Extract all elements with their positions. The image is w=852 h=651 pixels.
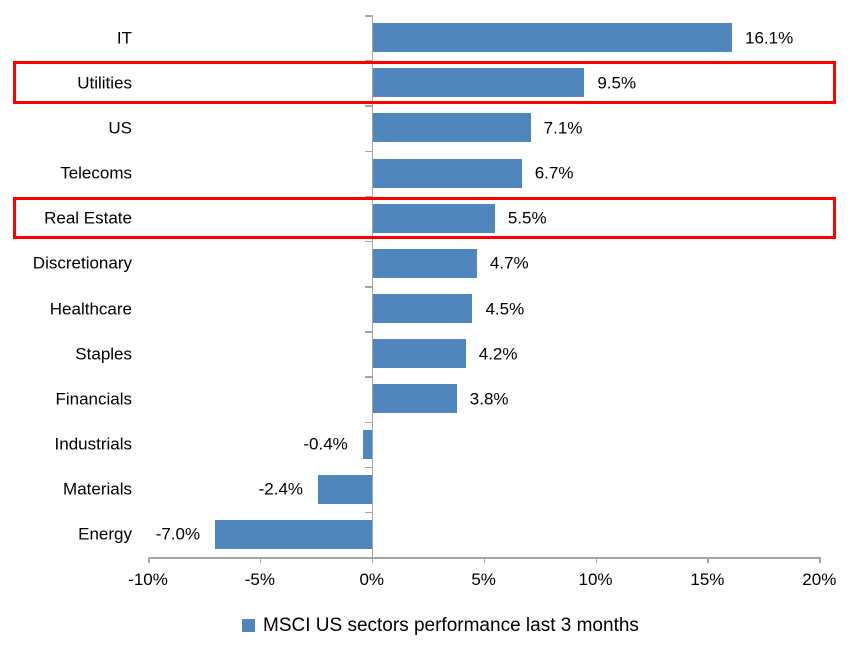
legend: MSCI US sectors performance last 3 month… xyxy=(242,611,639,639)
x-tick-label: 15% xyxy=(690,570,725,589)
category-label: Real Estate xyxy=(44,208,132,228)
zero-axis-line xyxy=(371,15,374,557)
category-label: Materials xyxy=(63,479,132,499)
bar xyxy=(371,384,457,414)
value-label: 5.5% xyxy=(507,208,547,228)
x-tick-label: -10% xyxy=(128,570,168,589)
x-tick-label: 0% xyxy=(359,570,385,589)
category-label: Healthcare xyxy=(49,299,132,319)
category-label: Staples xyxy=(75,344,132,364)
bar xyxy=(215,519,372,549)
category-boundary-tick xyxy=(364,240,372,243)
value-label: 7.1% xyxy=(543,118,583,138)
bar xyxy=(318,474,372,504)
bar xyxy=(371,23,733,53)
x-tick-label: 10% xyxy=(578,570,613,589)
category-boundary-tick xyxy=(364,150,372,152)
category-boundary-tick xyxy=(364,105,372,107)
category-label: Financials xyxy=(55,389,132,409)
x-tick-label: 20% xyxy=(802,570,837,589)
value-label: 4.2% xyxy=(478,344,518,364)
bar xyxy=(371,339,466,369)
value-label: 4.7% xyxy=(489,253,529,273)
category-boundary-tick xyxy=(364,15,372,17)
x-tick-label: -5% xyxy=(244,570,275,589)
category-label: IT xyxy=(116,28,132,48)
x-axis-tick xyxy=(819,557,821,563)
bar xyxy=(371,68,585,98)
legend-label: MSCI US sectors performance last 3 month… xyxy=(263,614,639,636)
category-boundary-tick xyxy=(364,466,372,469)
value-label: 16.1% xyxy=(745,28,794,48)
category-boundary-tick xyxy=(364,331,372,333)
value-label: 9.5% xyxy=(597,73,637,93)
category-boundary-tick xyxy=(364,421,372,423)
bar xyxy=(371,248,477,278)
x-axis-tick xyxy=(595,557,598,563)
value-label: 3.8% xyxy=(469,389,509,409)
category-boundary-tick xyxy=(364,376,372,378)
bar xyxy=(371,294,473,324)
category-boundary-tick xyxy=(364,60,372,62)
category-label: Industrials xyxy=(54,434,132,454)
x-tick-label: 5% xyxy=(471,570,496,589)
category-label: Telecoms xyxy=(60,163,132,183)
category-label: US xyxy=(108,118,132,138)
value-label: -7.0% xyxy=(155,524,201,544)
x-axis-tick xyxy=(371,557,374,563)
bar xyxy=(371,158,522,188)
bar xyxy=(371,203,495,233)
x-axis-tick xyxy=(707,557,709,563)
value-label: 4.5% xyxy=(485,299,525,319)
bar xyxy=(371,113,531,143)
x-axis-tick xyxy=(148,557,150,563)
legend-marker-icon xyxy=(242,618,255,632)
value-label: -2.4% xyxy=(258,479,304,499)
x-axis-tick xyxy=(483,557,486,563)
value-label: 6.7% xyxy=(534,163,574,183)
value-label: -0.4% xyxy=(303,434,348,454)
category-label: Utilities xyxy=(77,73,132,93)
category-boundary-tick xyxy=(364,195,372,198)
category-boundary-tick xyxy=(364,286,372,288)
category-boundary-tick xyxy=(364,511,372,514)
category-label: Energy xyxy=(78,524,132,544)
x-axis-tick xyxy=(259,557,262,563)
bar xyxy=(362,429,372,459)
category-label: Discretionary xyxy=(32,253,132,273)
